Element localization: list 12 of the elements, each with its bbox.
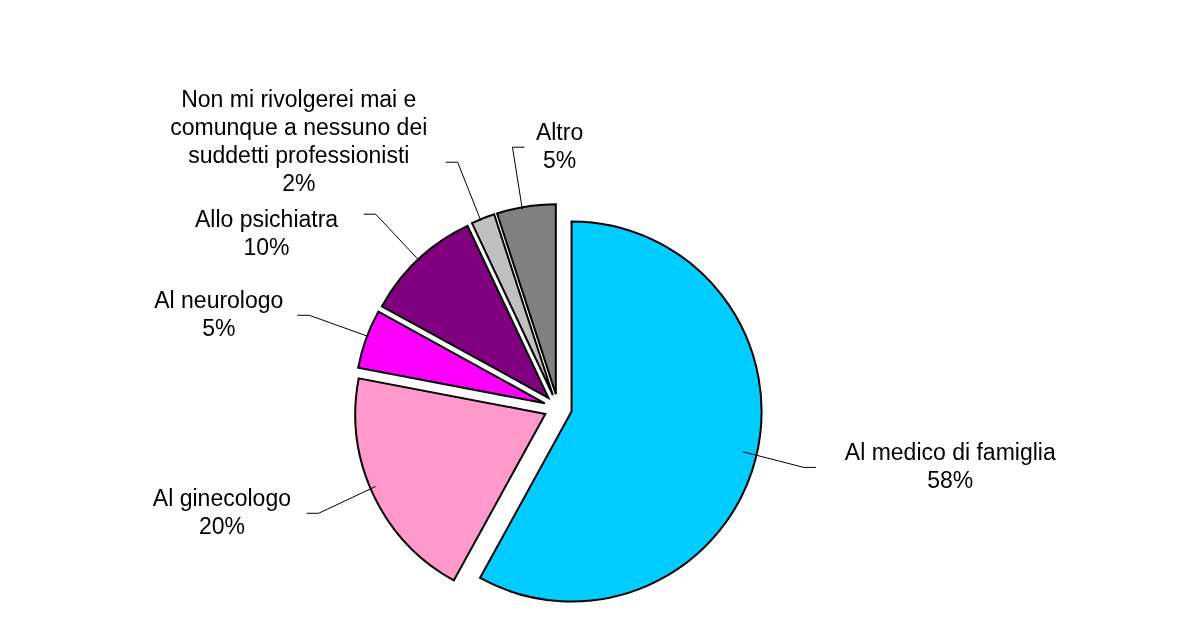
data-label: 20% (198, 513, 245, 540)
data-label: 58% (927, 467, 974, 494)
slice-label: Altro (535, 119, 584, 146)
slice-label: Al ginecologo (152, 485, 291, 512)
slice-label: Al neurologo (154, 287, 284, 314)
legend-label: Al medico di famiglia (844, 439, 1056, 466)
slice-label: Non mi rivolgerei mai e comunque a nessuno dei suddetti professionisti (170, 86, 428, 169)
data-label: 10% (243, 234, 290, 261)
data-label: 2% (282, 170, 316, 197)
data-label: 5% (542, 147, 577, 174)
slice-label: Allo psichiatra (194, 206, 339, 233)
data-label: 5% (202, 315, 236, 342)
